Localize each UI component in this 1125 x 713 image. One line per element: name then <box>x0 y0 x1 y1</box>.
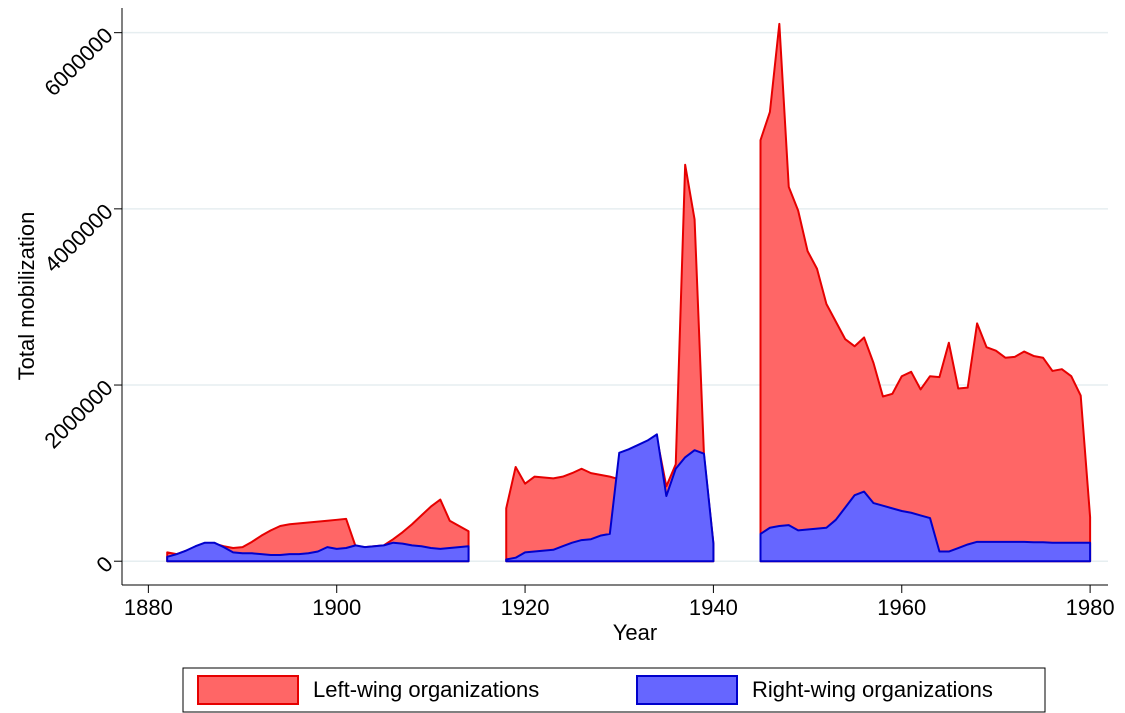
x-tick-label: 1900 <box>312 595 361 620</box>
x-axis-label: Year <box>613 620 657 645</box>
x-tick-label: 1920 <box>501 595 550 620</box>
legend-swatch <box>636 675 738 705</box>
legend-box <box>182 667 1046 713</box>
y-tick-label: 0 <box>91 551 117 577</box>
y-tick-label: 4000000 <box>39 199 117 277</box>
x-tick-label: 1940 <box>689 595 738 620</box>
x-tick-label: 1960 <box>877 595 926 620</box>
y-tick-label: 2000000 <box>39 375 117 453</box>
legend-label: Left-wing organizations <box>313 677 539 702</box>
legend-label: Right-wing organizations <box>752 677 993 702</box>
y-tick-label: 6000000 <box>39 23 117 101</box>
area <box>166 433 1092 563</box>
x-tick-label: 1880 <box>124 595 173 620</box>
y-axis-label: Total mobilization <box>14 212 39 381</box>
legend-swatch <box>197 675 299 705</box>
x-tick-label: 1980 <box>1066 595 1115 620</box>
